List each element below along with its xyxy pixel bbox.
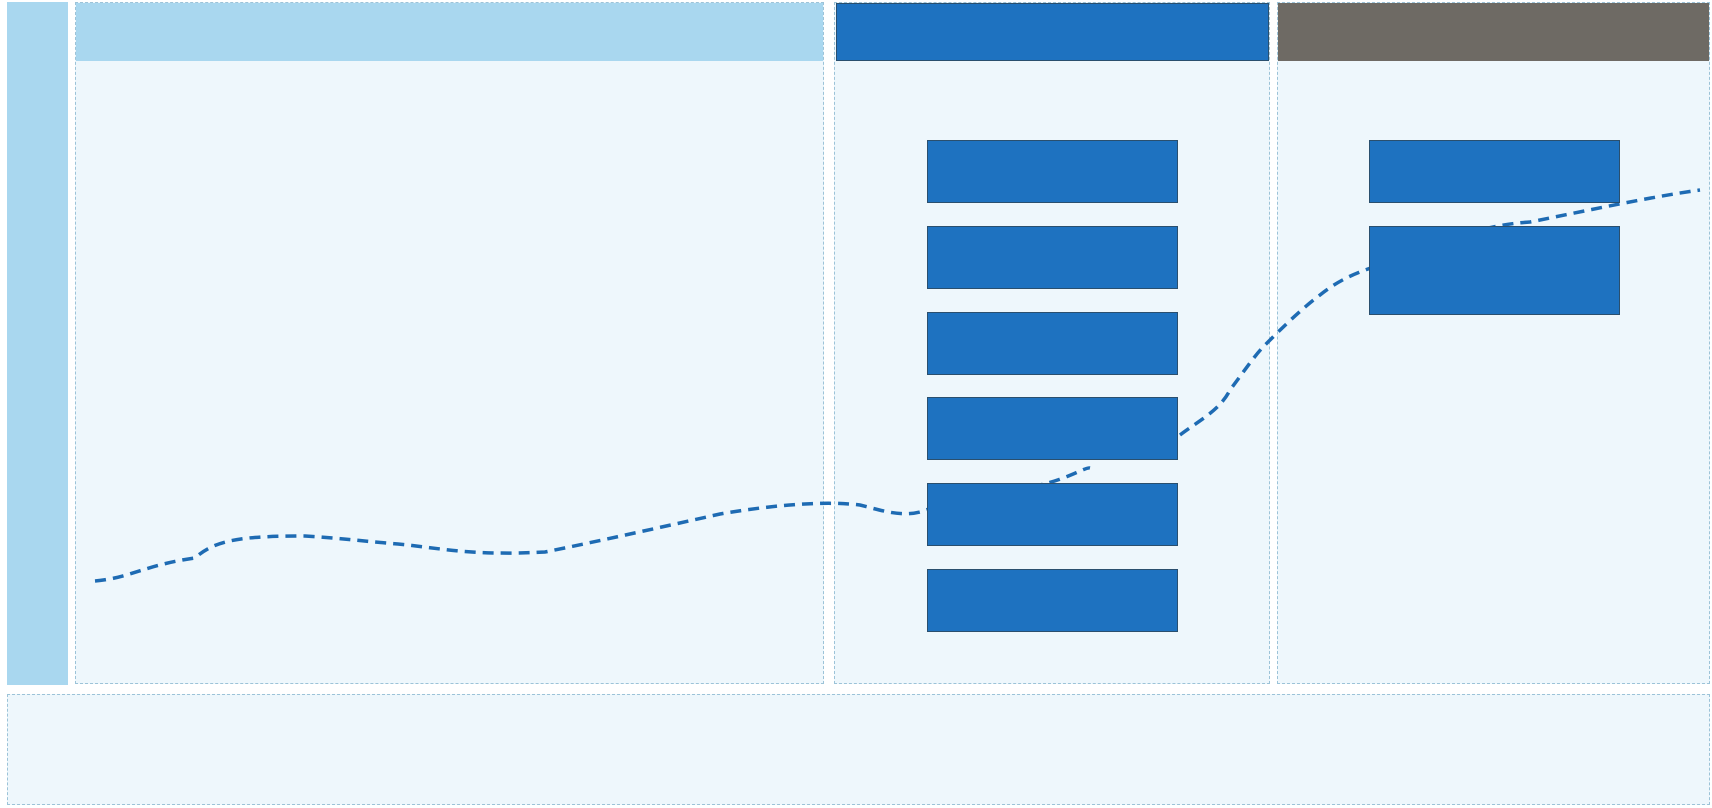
sidebar-pillars xyxy=(7,2,68,685)
progress-trend-line xyxy=(94,466,1091,583)
ongoing-header xyxy=(1278,3,1709,61)
box-common-model xyxy=(927,226,1178,289)
box-iac xyxy=(1369,140,1620,203)
box-single-backlog xyxy=(927,483,1178,546)
stage-band xyxy=(7,694,1710,805)
phase1-panel xyxy=(75,2,824,684)
phase1-header xyxy=(76,3,823,61)
box-add-tribes xyxy=(927,140,1178,203)
ongoing-panel xyxy=(1277,2,1710,684)
box-continuous-improvement xyxy=(1369,226,1620,315)
phase2-header xyxy=(836,3,1269,61)
progress-trend-line-upper xyxy=(1178,188,1701,437)
box-waste-elimination xyxy=(927,569,1178,632)
box-align-capability xyxy=(927,312,1178,375)
box-lean-principles xyxy=(927,397,1178,460)
